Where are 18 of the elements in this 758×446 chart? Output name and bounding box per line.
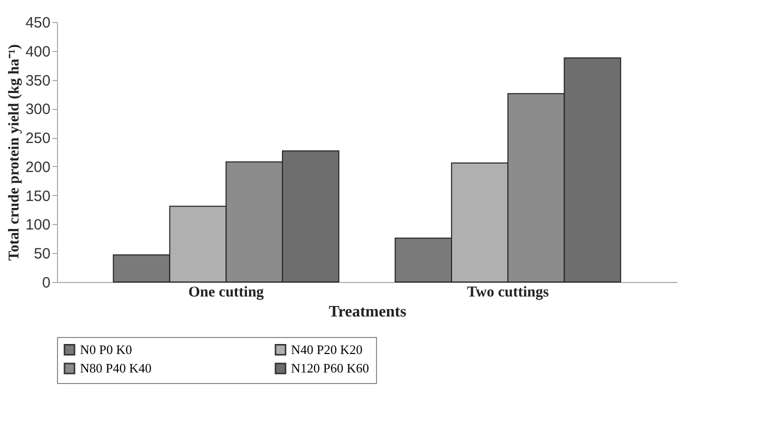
x-tick-label: Two cuttings xyxy=(467,284,549,300)
legend-label: N80 P40 K40 xyxy=(80,360,152,376)
legend-label: N120 P60 K60 xyxy=(291,360,370,376)
y-tick-label: 100 xyxy=(25,216,50,234)
legend-label: N0 P0 K0 xyxy=(80,342,132,357)
x-axis-title: Treatments xyxy=(328,304,406,320)
y-tick-label: 300 xyxy=(25,101,50,118)
y-tick-label: 250 xyxy=(25,130,50,148)
y-tick-label: 150 xyxy=(25,188,50,205)
legend-label: N40 P20 K20 xyxy=(291,342,363,357)
y-axis-title: Total crude protein yield (kg ha⁻¹) xyxy=(6,44,22,261)
x-tick-label: One cutting xyxy=(188,284,264,300)
y-tick-label: 50 xyxy=(34,246,50,263)
y-tick-label: 0 xyxy=(42,274,50,292)
y-tick-label: 450 xyxy=(25,14,50,32)
y-tick-label: 350 xyxy=(25,72,50,90)
y-tick-label: 200 xyxy=(25,158,50,176)
y-tick-label: 400 xyxy=(25,43,50,60)
